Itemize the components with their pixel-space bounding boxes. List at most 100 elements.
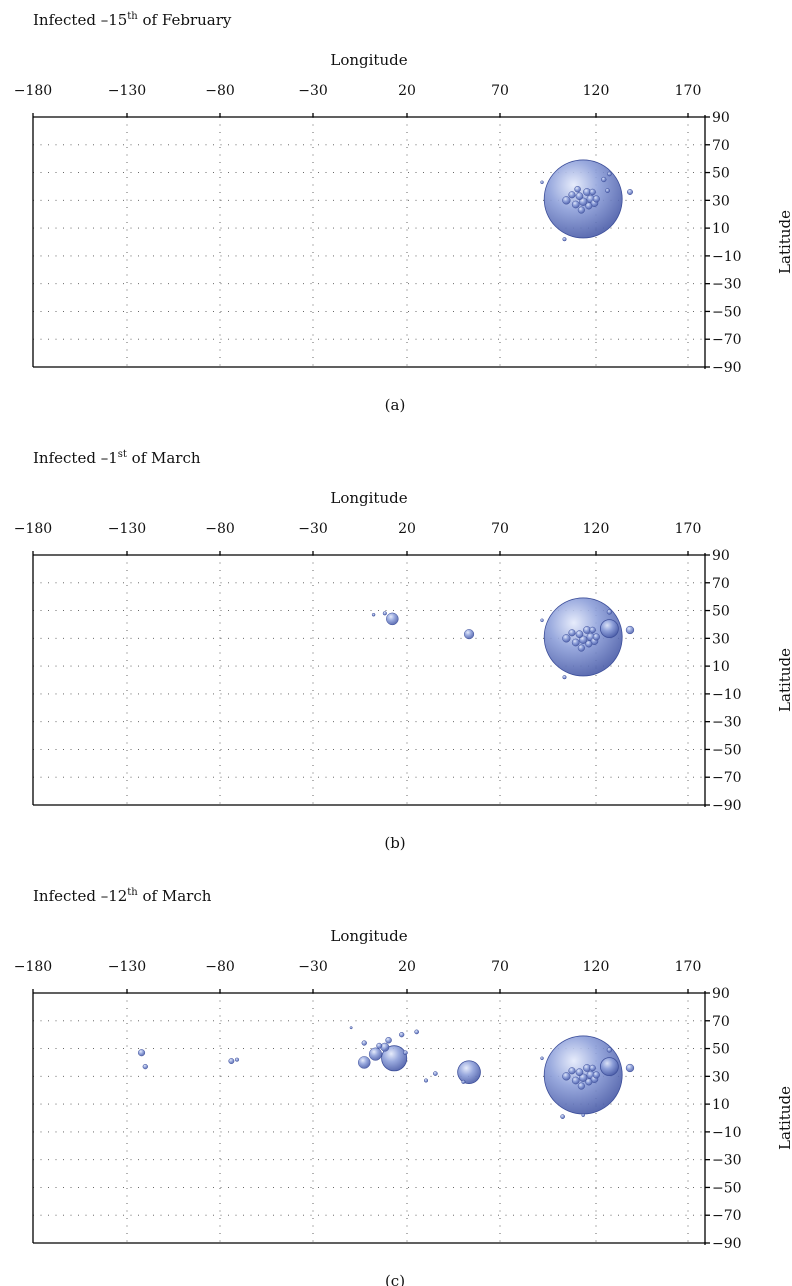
data-point — [592, 633, 600, 641]
x-tick-label: 170 — [675, 83, 702, 99]
panel-title: Infected –1st of March — [33, 449, 201, 467]
data-point — [399, 1032, 405, 1038]
x-tick-label: −30 — [298, 959, 328, 975]
data-point — [607, 171, 612, 177]
x-tick-label: −180 — [14, 521, 52, 537]
data-point — [600, 619, 619, 639]
x-axis-label: Longitude — [330, 489, 407, 507]
data-point — [605, 188, 610, 193]
data-point — [380, 1042, 390, 1052]
x-tick-label: 70 — [491, 83, 509, 99]
data-point — [568, 1067, 576, 1075]
grid — [33, 555, 705, 805]
data-point — [579, 1073, 588, 1082]
data-point — [540, 618, 544, 623]
data-point — [589, 188, 596, 196]
data-point — [601, 176, 607, 183]
data-point — [562, 1072, 571, 1081]
y-tick-label: −90 — [712, 798, 742, 814]
y-tick-label: −30 — [712, 1153, 742, 1169]
x-tick-label: −180 — [14, 83, 52, 99]
data-point — [137, 1049, 146, 1057]
y-tick-label: 70 — [712, 138, 730, 154]
axes — [32, 113, 710, 369]
y-tick-label: 50 — [712, 166, 730, 182]
x-tick-label: 170 — [675, 959, 702, 975]
data-point — [575, 1068, 584, 1077]
x-tick-label: −80 — [205, 959, 235, 975]
data-point — [592, 1071, 600, 1079]
panel-a: Infected –15th of February Longitude −180 −… — [14, 11, 792, 414]
y-tick-label: −50 — [712, 1180, 742, 1196]
x-tick-label: −30 — [298, 83, 328, 99]
data-point — [540, 1056, 544, 1061]
data-point — [562, 675, 567, 680]
y-tick-label: −10 — [712, 249, 742, 265]
data-point — [579, 635, 588, 644]
data-point — [625, 1063, 635, 1073]
data-point — [589, 626, 596, 634]
y-tick-label: 70 — [712, 576, 730, 592]
data-point — [234, 1057, 240, 1062]
y-axis-label: Latitude — [776, 210, 792, 274]
x-tick-label: −130 — [108, 521, 146, 537]
x-tick-label: −30 — [298, 521, 328, 537]
y-tick-label: −70 — [712, 770, 742, 786]
y-tick-label: −50 — [712, 304, 742, 320]
panel-title: Infected –15th of February — [33, 11, 232, 29]
y-axis-label: Latitude — [776, 648, 792, 712]
x-tick-label: −130 — [108, 959, 146, 975]
data-point — [571, 200, 580, 209]
x-tick-label: 120 — [583, 83, 610, 99]
x-tick-label: 20 — [398, 959, 416, 975]
data-point — [562, 237, 567, 242]
data-point — [606, 609, 613, 615]
grid — [33, 993, 705, 1243]
y-tick-label: 90 — [712, 548, 730, 564]
data-point — [606, 1047, 613, 1053]
data-point — [540, 180, 544, 185]
data-point — [361, 1040, 367, 1046]
y-tick-label: −50 — [712, 742, 742, 758]
data-point — [376, 1042, 383, 1049]
panel-c: Infected –12th of March Longitude −180 −130… — [14, 887, 792, 1286]
x-tick-label: 120 — [583, 959, 610, 975]
x-tick-label: −80 — [205, 521, 235, 537]
data-point — [568, 629, 576, 637]
data-point — [577, 1082, 585, 1090]
data-point — [457, 1060, 481, 1084]
x-tick-label: 70 — [491, 521, 509, 537]
data-point — [577, 206, 585, 214]
y-tick-label: −90 — [712, 360, 742, 376]
data-point — [575, 630, 584, 639]
data-point — [461, 1079, 466, 1084]
data-point — [589, 1064, 596, 1072]
x-tick-label: −80 — [205, 83, 235, 99]
data-point — [403, 1050, 408, 1056]
x-tick-label: 20 — [398, 83, 416, 99]
y-tick-label: −70 — [712, 1208, 742, 1224]
y-tick-label: 30 — [712, 193, 730, 209]
data-point — [414, 1029, 419, 1035]
y-tick-label: −70 — [712, 332, 742, 348]
x-tick-label: −180 — [14, 959, 52, 975]
x-tick-label: 120 — [583, 521, 610, 537]
data-point — [562, 634, 571, 643]
data-point — [562, 196, 571, 205]
axes — [32, 989, 710, 1245]
panel-label: (b) — [384, 834, 405, 852]
grid — [33, 117, 705, 367]
y-tick-label: −30 — [712, 715, 742, 731]
data-point — [579, 197, 588, 206]
data-point — [585, 640, 593, 648]
panel-b: Infected –1st of March Longitude −180 −130 −… — [14, 449, 792, 852]
data-point — [382, 611, 387, 616]
x-axis-label: Longitude — [330, 51, 407, 69]
data-point — [627, 189, 633, 195]
data-point — [381, 1045, 408, 1072]
panel-label: (c) — [385, 1272, 405, 1286]
data-point — [368, 1047, 383, 1061]
x-tick-label: 20 — [398, 521, 416, 537]
data-point — [581, 1113, 585, 1117]
